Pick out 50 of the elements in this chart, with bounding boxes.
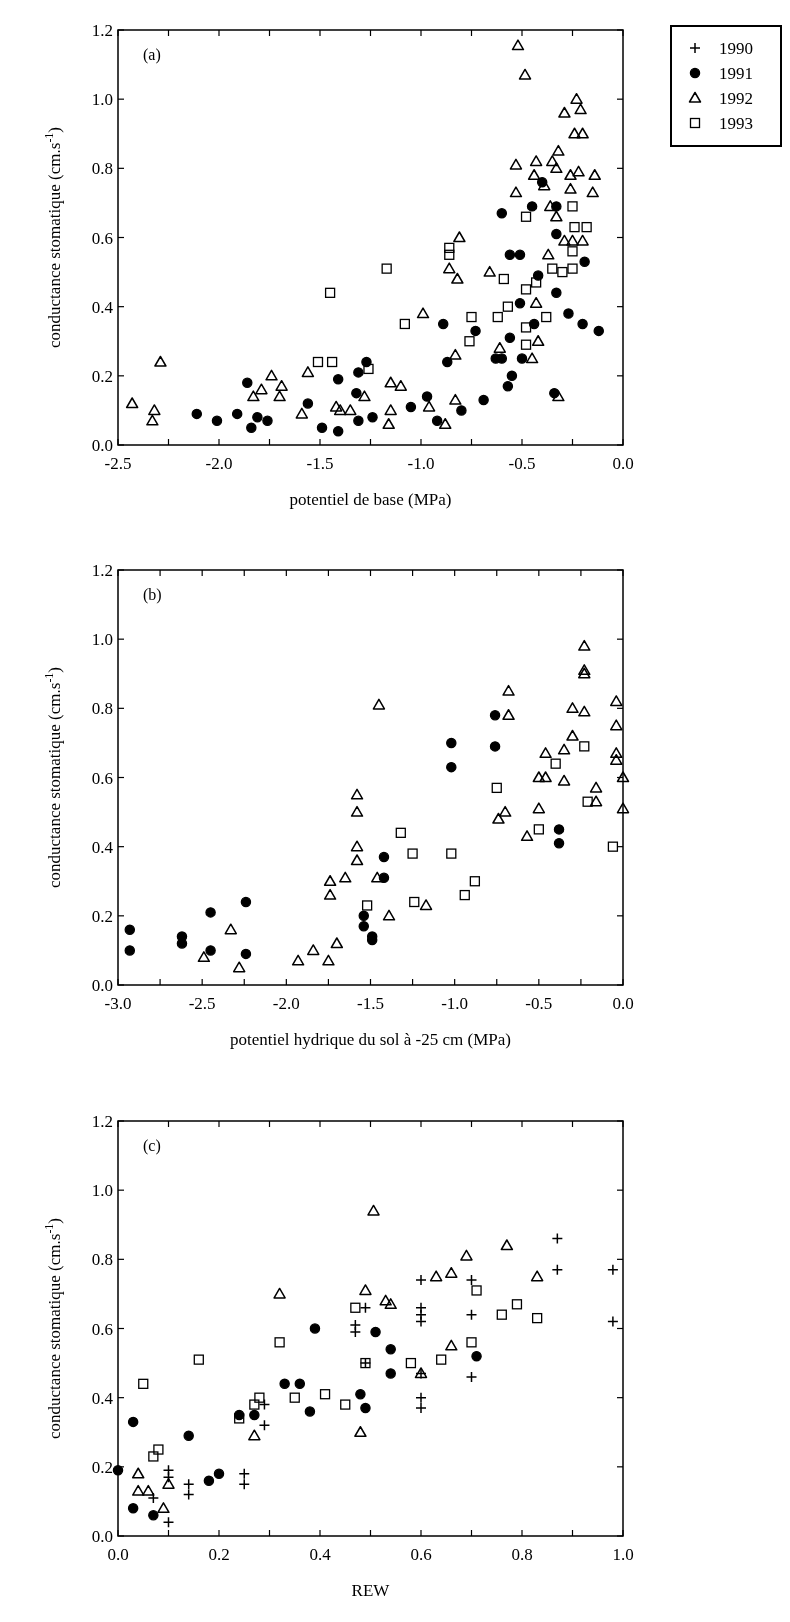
annotation: (c) [143,1137,161,1155]
y-tick-label: 0.8 [91,699,113,719]
x-axis-title: potentiel hydrique du sol à -25 cm (MPa) [230,1030,511,1049]
y-tick-label: 0.6 [91,1319,113,1339]
y-tick-label: 0.0 [91,976,113,995]
y-tick-label: 0.0 [91,436,113,455]
x-tick-label: -1.0 [441,994,469,1013]
y-tick-label: 0.4 [91,837,114,857]
y-tick-label: 0.4 [91,1388,114,1408]
y-tick-label: 1.0 [91,630,113,650]
y-tick-label: 0.2 [91,906,113,926]
x-tick-label: -2.5 [188,994,216,1013]
y-tick-label: 0.2 [91,1457,113,1477]
legend-label: 1993 [719,114,753,133]
y-tick-label: 0.0 [91,1527,113,1546]
x-tick-label: -1.0 [407,454,435,473]
x-tick-label: -2.0 [205,454,233,473]
x-tick-label: 0.0 [107,1545,129,1564]
x-tick-label: 0.6 [410,1545,432,1564]
x-tick-label: -0.5 [508,454,536,473]
x-axis-title: REW [351,1581,391,1600]
y-tick-label: 1.2 [91,1112,113,1131]
x-tick-label: -0.5 [525,994,553,1013]
x-tick-label: -3.0 [104,994,132,1013]
y-tick-label: 0.8 [91,159,113,179]
annotation: (a) [143,46,161,64]
x-tick-label: 0.0 [612,994,634,1013]
x-tick-label: -2.5 [104,454,132,473]
y-tick-label: 1.2 [91,561,113,580]
annotation: (b) [143,586,162,604]
x-axis-title: potentiel de base (MPa) [289,490,452,509]
x-tick-label: -2.0 [272,994,300,1013]
x-tick-label: -1.5 [306,454,334,473]
y-tick-label: 0.8 [91,1250,113,1270]
x-tick-label: 0.8 [511,1545,533,1564]
y-tick-label: 0.6 [91,768,113,788]
x-tick-label: -1.5 [357,994,384,1013]
y-tick-label: 0.6 [91,228,113,248]
y-tick-label: 0.2 [91,366,113,386]
y-tick-label: 1.2 [91,21,113,40]
legend-label: 1990 [719,39,753,58]
x-tick-label: 0.2 [208,1545,230,1564]
y-tick-label: 1.0 [91,1181,113,1201]
legend-label: 1991 [719,64,753,83]
legend-label: 1992 [719,89,753,108]
y-tick-label: 0.4 [91,297,114,317]
x-tick-label: 0.4 [309,1545,332,1564]
y-tick-label: 1.0 [91,90,113,110]
x-tick-label: 1.0 [612,1545,634,1564]
x-tick-label: 0.0 [612,454,634,473]
